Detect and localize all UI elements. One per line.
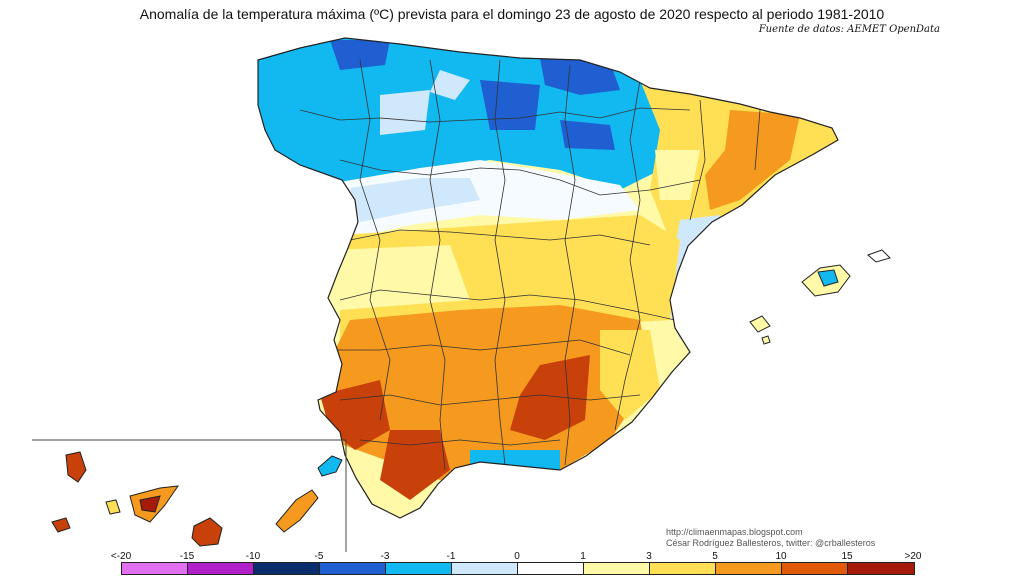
data-source: Fuente de datos: AEMET OpenData: [758, 24, 940, 35]
peninsula-coastline: [257, 37, 839, 519]
canary-islands-inset: [32, 439, 347, 552]
legend-swatch: [848, 563, 914, 574]
map-title: Anomalía de la temperatura máxima (ºC) p…: [139, 6, 885, 22]
legend-swatch: [320, 563, 386, 574]
legend-tick: -1: [446, 551, 456, 562]
legend-swatch: [122, 563, 188, 574]
legend-swatch: [254, 563, 320, 574]
legend-tick: >20: [904, 551, 922, 562]
balearic-islands: [749, 249, 891, 345]
legend-swatch: [650, 563, 716, 574]
color-legend: [121, 562, 915, 575]
credits-blog-url: http://climaenmapas.blogspot.com: [666, 527, 803, 537]
legend-tick: 5: [712, 551, 718, 562]
legend-tick: -10: [245, 551, 261, 562]
legend-tick: 0: [514, 551, 520, 562]
legend-swatch: [782, 563, 848, 574]
legend-swatch: [452, 563, 518, 574]
legend-tick: -5: [314, 551, 324, 562]
legend-swatch: [188, 563, 254, 574]
legend-tick: 3: [646, 551, 652, 562]
legend-tick: <-20: [110, 551, 132, 562]
legend-tick: 10: [775, 551, 787, 562]
legend-tick: -15: [179, 551, 195, 562]
legend-tick: 15: [841, 551, 853, 562]
legend-swatch: [716, 563, 782, 574]
legend-swatch: [518, 563, 584, 574]
legend-tick: -3: [380, 551, 390, 562]
peninsula-map: [258, 38, 838, 518]
credits-author: César Rodríguez Ballesteros, twitter: @c…: [666, 538, 876, 548]
legend-tick: 1: [580, 551, 586, 562]
legend-swatch: [386, 563, 452, 574]
legend-swatch: [584, 563, 650, 574]
credits: http://climaenmapas.blogspot.com César R…: [666, 527, 875, 549]
